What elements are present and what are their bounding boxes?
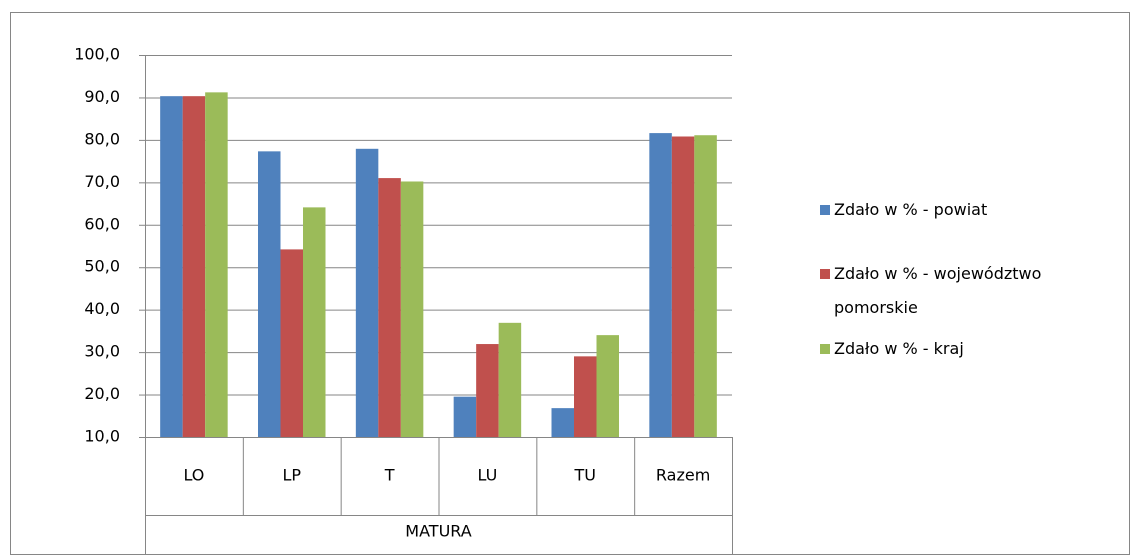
bar [694, 135, 717, 437]
bar [453, 396, 477, 437]
legend-label: Zdało w % - kraj [834, 339, 964, 358]
bar [378, 178, 401, 438]
bar [596, 335, 619, 437]
x-tick-label: TU [574, 466, 596, 485]
y-tick-label: 90,0 [84, 87, 120, 106]
bar [303, 207, 326, 437]
legend-label: Zdało w % - powiat [834, 200, 988, 219]
bar [400, 181, 424, 437]
x-tick-label: LO [183, 466, 204, 485]
x-group-label: MATURA [405, 522, 471, 541]
bar [182, 96, 206, 437]
y-tick-label: 100,0 [74, 45, 120, 64]
legend-item: Zdało w % - powiat [820, 193, 1120, 227]
y-tick-label: 10,0 [84, 427, 120, 446]
y-tick-label: 50,0 [84, 257, 120, 276]
legend-swatch [820, 344, 830, 354]
y-tick-label: 60,0 [84, 214, 120, 233]
x-tick-label: T [384, 466, 395, 485]
bar [671, 136, 695, 437]
y-tick-label: 40,0 [84, 299, 120, 318]
legend-item: Zdało w % - kraj [820, 332, 1120, 366]
bar [205, 92, 228, 438]
y-tick-label: 20,0 [84, 384, 120, 403]
bar [160, 96, 183, 437]
bar [355, 148, 379, 437]
legend-swatch [820, 205, 830, 215]
legend-label: Zdało w % - województwo pomorskie [834, 264, 1042, 317]
bar [476, 344, 499, 437]
bar [280, 249, 303, 437]
x-tick-label: LP [282, 466, 301, 485]
legend-swatch [820, 269, 830, 279]
y-tick-label: 80,0 [84, 129, 120, 148]
bar [498, 322, 522, 437]
bar [258, 151, 281, 438]
bar [551, 408, 574, 437]
legend-item: Zdało w % - województwo pomorskie [820, 257, 1120, 325]
x-tick-label: LU [478, 466, 498, 485]
y-tick-label: 30,0 [84, 342, 120, 361]
y-tick-label: 70,0 [84, 172, 120, 191]
x-tick-label: Razem [656, 466, 710, 485]
bar [649, 133, 672, 437]
bar [574, 356, 597, 437]
